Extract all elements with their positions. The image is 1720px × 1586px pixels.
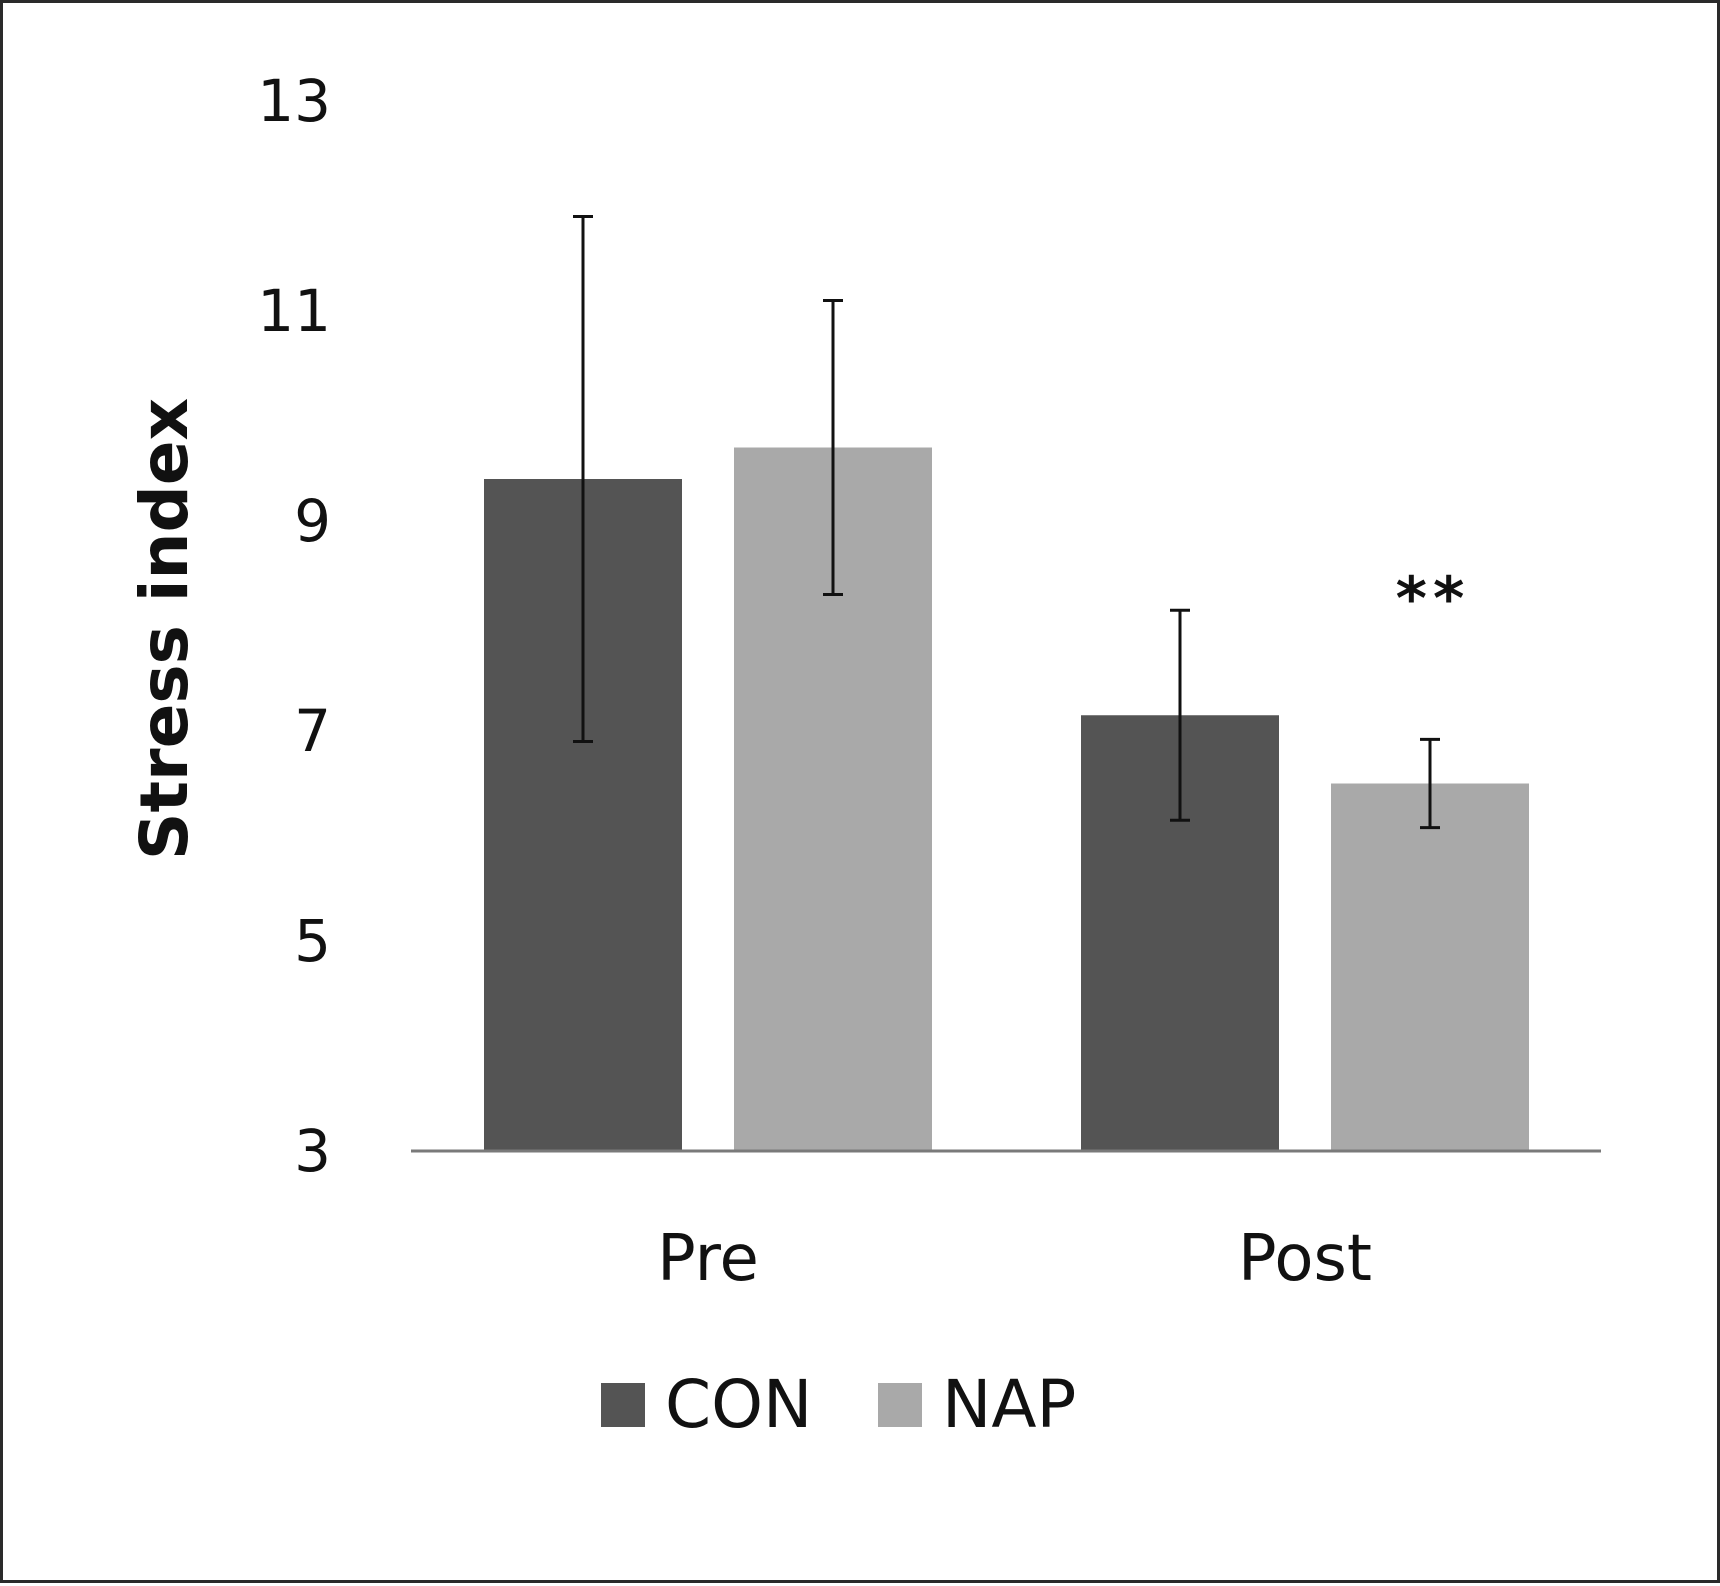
error-bar-con-pre (573, 215, 593, 743)
legend-label: NAP (942, 1366, 1076, 1443)
error-bar-con-post (1170, 608, 1190, 822)
error-bar-nap-post (1420, 737, 1440, 830)
y-tick-label: 3 (294, 1117, 331, 1185)
significance-annotation: ** (1396, 564, 1471, 634)
error-bars-group (573, 215, 1440, 830)
legend-item-con: CON (601, 1366, 812, 1443)
y-tick-labels: 3 5 7 9 11 13 (257, 67, 331, 1185)
annotations-group: ** (1396, 564, 1471, 634)
bars-group (484, 447, 1529, 1151)
legend-swatch (601, 1383, 645, 1427)
y-tick-label: 5 (294, 907, 331, 975)
bar-nap-post (1331, 783, 1529, 1151)
legend-swatch (878, 1383, 922, 1427)
category-label-post: Post (1238, 1222, 1372, 1296)
category-labels: Pre Post (657, 1222, 1372, 1296)
y-tick-label: 7 (294, 697, 331, 765)
y-tick-label: 9 (294, 487, 331, 555)
error-bar-nap-pre (823, 299, 843, 596)
category-label-pre: Pre (657, 1222, 759, 1296)
y-axis-label: Stress index (126, 398, 203, 860)
y-tick-label: 11 (257, 277, 331, 345)
legend: CON NAP (601, 1366, 1076, 1443)
y-tick-label: 13 (257, 67, 331, 135)
bar-chart: 3 5 7 9 11 13 Pre Post Stress index ** CON NAP (126, 67, 1601, 1443)
legend-label: CON (665, 1366, 812, 1443)
legend-item-nap: NAP (878, 1366, 1076, 1443)
